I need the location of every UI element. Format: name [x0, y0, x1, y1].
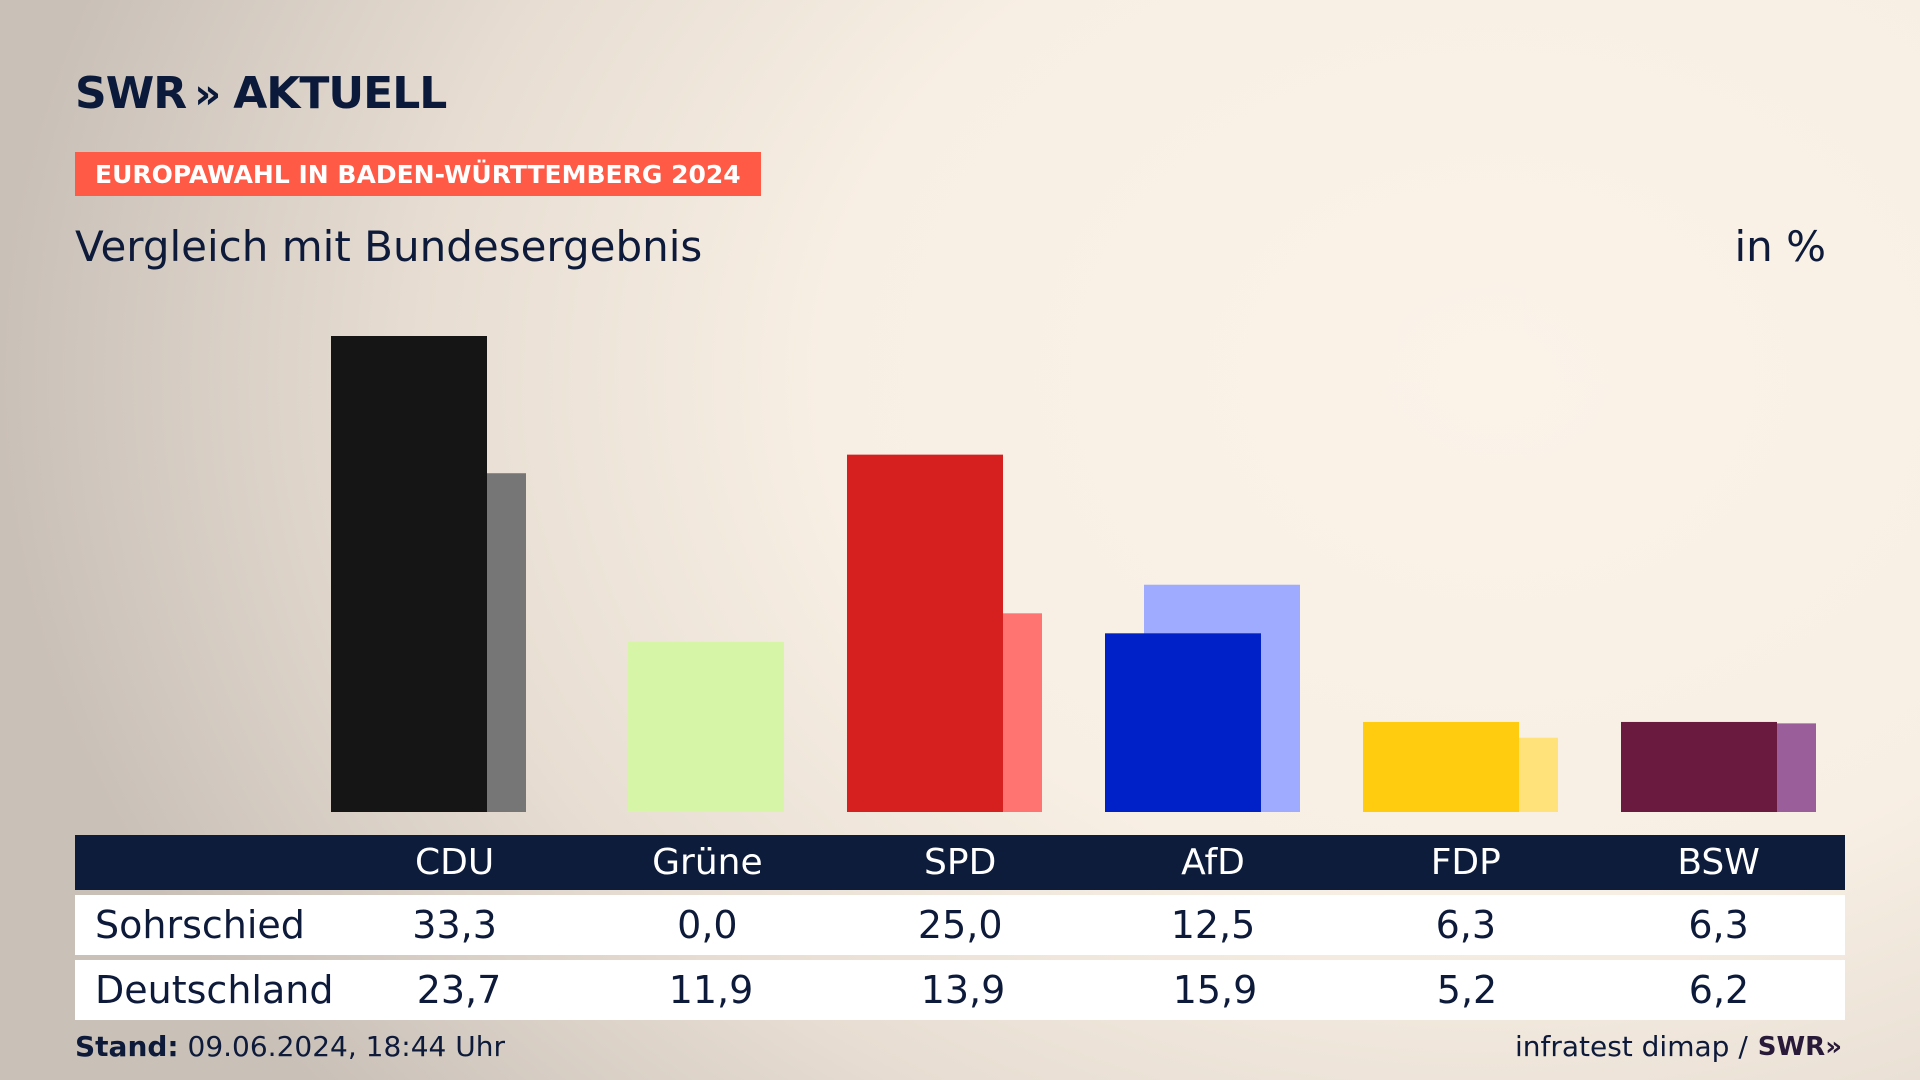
logo-swr: SWR — [75, 68, 187, 119]
table-cell: 15,9 — [1172, 968, 1258, 1012]
header-cdu: CDU — [414, 842, 495, 883]
unit-label: in % — [1734, 222, 1826, 271]
table-cell: 6,2 — [1688, 968, 1750, 1012]
logo-aktuell: AKTUELL — [233, 68, 447, 119]
bar-sohrschied-bsw — [1621, 721, 1777, 812]
stand-label: Stand: — [75, 1030, 179, 1063]
election-banner: EUROPAWAHL IN BADEN-WÜRTTEMBERG 2024 — [75, 152, 761, 196]
row-label: Sohrschied — [95, 903, 305, 947]
header-fdp: FDP — [1430, 842, 1501, 883]
table-cell: 11,9 — [668, 968, 754, 1012]
table-cell: 6,3 — [1435, 903, 1496, 947]
bar-sohrschied-cdu — [331, 336, 487, 812]
row-label: Deutschland — [95, 968, 334, 1012]
stand-value: 09.06.2024, 18:44 Uhr — [178, 1030, 505, 1063]
table-cell: 25,0 — [917, 903, 1003, 947]
source-credit: infratest dimap / SWR» — [1515, 1030, 1842, 1063]
header-gruene: Grüne — [652, 842, 763, 883]
table-cell: 5,2 — [1436, 968, 1498, 1012]
header-bsw: BSW — [1677, 842, 1760, 883]
chart-subtitle: Vergleich mit Bundesergebnis — [75, 222, 703, 271]
bar-sohrschied-spd — [847, 454, 1003, 812]
table-cell: 6,3 — [1688, 903, 1749, 947]
header-afd: AfD — [1181, 842, 1245, 883]
header-spd: SPD — [924, 842, 997, 883]
table-cell: 12,5 — [1170, 903, 1256, 947]
table-cell: 33,3 — [412, 903, 497, 947]
table-cell: 13,9 — [920, 968, 1006, 1012]
swr-mini-logo: SWR» — [1757, 1031, 1842, 1062]
swr-aktuell-logo: SWR » AKTUELL — [75, 68, 447, 119]
bar-chart — [331, 336, 1816, 812]
table-row-sohrschied: Sohrschied 33,3 0,0 25,0 12,5 6,3 6,3 — [75, 895, 1845, 955]
bar-sohrschied-fdp — [1363, 721, 1519, 812]
table-cell: 23,7 — [416, 968, 502, 1012]
results-table: CDU Grüne SPD AfD FDP BSW Sohrschied 33,… — [75, 835, 1845, 1020]
timestamp: Stand: 09.06.2024, 18:44 Uhr — [75, 1030, 505, 1063]
table-cell: 0,0 — [677, 903, 738, 947]
table-row-deutschland: Deutschland 23,7 11,9 13,9 15,9 5,2 6,2 — [75, 960, 1845, 1020]
bar-sohrschied-afd — [1105, 633, 1261, 812]
bar-deutschland-gruene — [628, 641, 784, 812]
table-header: CDU Grüne SPD AfD FDP BSW — [75, 835, 1845, 890]
source-text: infratest dimap / — [1514, 1030, 1748, 1063]
